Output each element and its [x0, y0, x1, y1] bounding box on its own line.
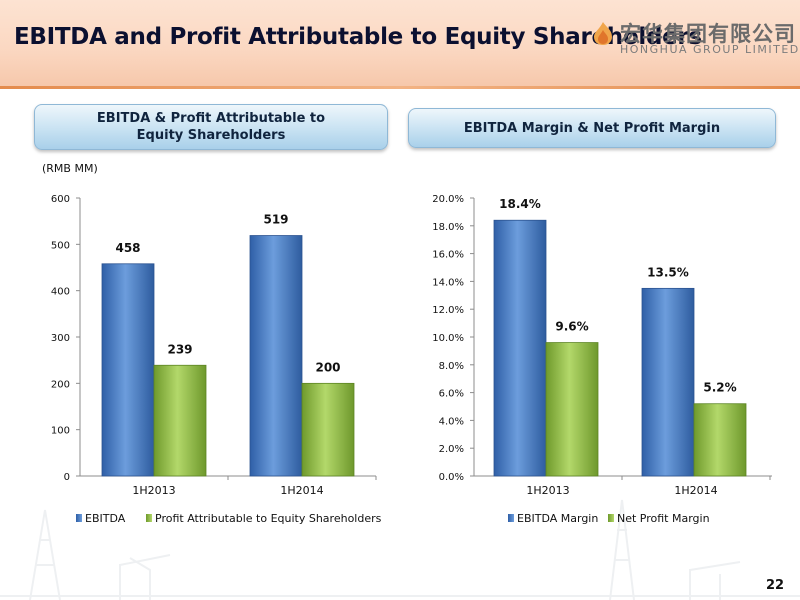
- data-label: 239: [167, 342, 192, 356]
- right-panel-heading: EBITDA Margin & Net Profit Margin: [408, 108, 776, 148]
- bar-1-0: [545, 342, 599, 477]
- bar-0-1: [249, 235, 303, 477]
- bar-0-0: [493, 219, 547, 477]
- legend-swatch: [146, 514, 152, 522]
- data-label: 9.6%: [555, 320, 588, 334]
- x-tick-label: 1H2014: [674, 484, 717, 497]
- y-tick-label: 4.0%: [439, 416, 464, 427]
- bar-0-1: [641, 287, 695, 477]
- y-tick-label: 300: [51, 333, 70, 344]
- header-divider: [0, 86, 800, 89]
- logo-chinese-name: 宏华集团有限公司: [620, 22, 796, 46]
- oilfield-background-art: [0, 499, 800, 600]
- header-band: [0, 0, 800, 88]
- y-tick-label: 16.0%: [432, 250, 464, 261]
- bar-1-0: [153, 364, 207, 477]
- company-logo: 宏华集团有限公司 HONGHUA GROUP LIMITED: [588, 16, 798, 58]
- logo-english-name: HONGHUA GROUP LIMITED: [620, 43, 800, 56]
- page-title: EBITDA and Profit Attributable to Equity…: [14, 24, 702, 50]
- y-tick-label: 600: [51, 194, 70, 205]
- right-panel-heading-text: EBITDA Margin & Net Profit Margin: [463, 120, 721, 136]
- y-tick-label: 20.0%: [432, 194, 464, 205]
- legend-label: Profit Attributable to Equity Shareholde…: [155, 512, 382, 525]
- data-label: 13.5%: [647, 265, 689, 279]
- legend-label: EBITDA: [85, 512, 126, 525]
- y-tick-label: 8.0%: [439, 361, 464, 372]
- legend-swatch: [608, 514, 614, 522]
- data-label: 519: [263, 213, 288, 227]
- x-tick-label: 1H2014: [280, 484, 323, 497]
- y-tick-label: 6.0%: [439, 389, 464, 400]
- logo-flame-icon: [594, 22, 612, 45]
- legend-label: EBITDA Margin: [517, 512, 598, 525]
- data-label: 458: [115, 241, 140, 255]
- data-label: 200: [315, 360, 340, 374]
- legend-swatch: [508, 514, 514, 522]
- y-tick-label: 100: [51, 426, 70, 437]
- y-tick-label: 0.0%: [439, 472, 464, 483]
- legend-swatch: [76, 514, 82, 522]
- y-tick-label: 10.0%: [432, 333, 464, 344]
- x-tick-label: 1H2013: [132, 484, 175, 497]
- data-label: 18.4%: [499, 197, 541, 211]
- bar-0-0: [101, 263, 155, 477]
- y-tick-label: 0: [64, 472, 70, 483]
- data-label: 5.2%: [703, 381, 736, 395]
- left-panel-heading: EBITDA & Profit Attributable to Equity S…: [34, 104, 388, 150]
- y-tick-label: 200: [51, 379, 70, 390]
- x-tick-label: 1H2013: [526, 484, 569, 497]
- y-tick-label: 2.0%: [439, 444, 464, 455]
- bar-1-1: [301, 382, 355, 477]
- unit-label: (RMB MM): [42, 162, 98, 175]
- bar-1-1: [693, 403, 747, 477]
- legend-label: Net Profit Margin: [617, 512, 710, 525]
- y-tick-label: 14.0%: [432, 277, 464, 288]
- y-tick-label: 12.0%: [432, 305, 464, 316]
- y-tick-label: 400: [51, 287, 70, 298]
- y-tick-label: 500: [51, 240, 70, 251]
- page-number: 22: [766, 578, 785, 593]
- y-tick-label: 18.0%: [432, 222, 464, 233]
- left-panel-heading-text: EBITDA & Profit Attributable to Equity S…: [96, 111, 326, 143]
